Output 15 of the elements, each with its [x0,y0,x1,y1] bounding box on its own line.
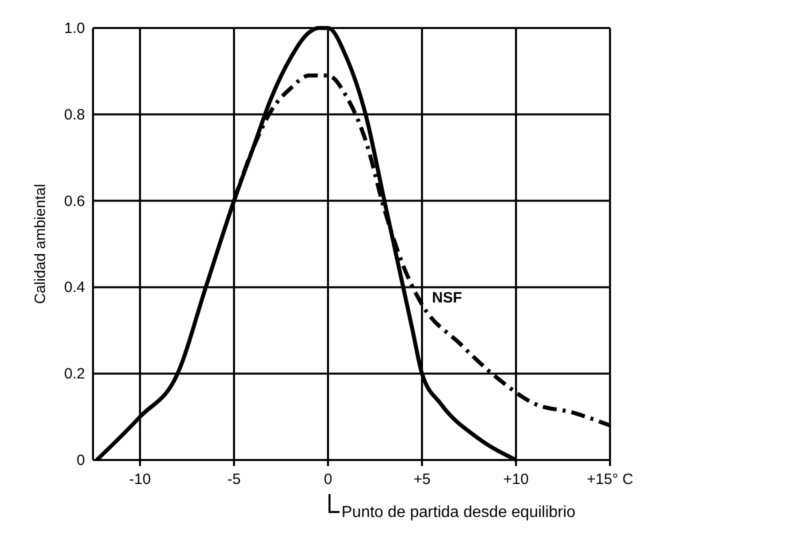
y-tick-label: 0.6 [64,192,85,210]
series-label: NSF [432,289,462,306]
y-tick-label: 0.8 [64,106,85,124]
text: Punto de partida desde equilibrio [342,504,576,521]
x-tick-label: +5 [413,471,431,488]
y-tick-label: 0 [76,452,85,469]
y-tick-label: 1.0 [64,20,85,37]
x-tick-label: 0 [324,471,332,488]
x-tick-label: -10 [129,471,151,488]
x-tick-label: -5 [227,471,241,488]
x-tick-label: +10 [503,471,529,488]
y-tick-label: 0.4 [64,279,85,296]
y-tick-label: 0.2 [64,366,85,383]
y-axis-title: Calidad ambiental [32,184,49,304]
x-tick-label: +15° C [586,471,634,488]
